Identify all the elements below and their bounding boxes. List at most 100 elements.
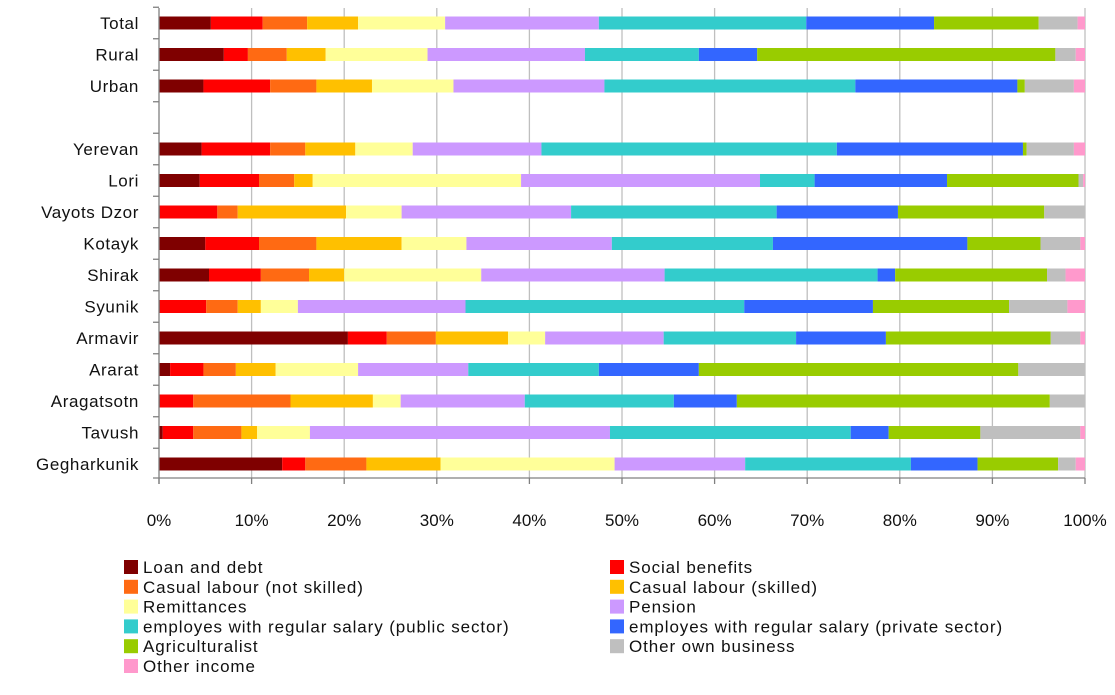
bar-segment: [744, 300, 873, 313]
bar-segment: [1083, 174, 1085, 187]
x-tick-label: 90%: [975, 511, 1009, 530]
bar-segment: [481, 268, 665, 282]
legend-swatch: [124, 619, 138, 634]
bar-segment: [290, 394, 373, 408]
bar-segment: [401, 237, 467, 250]
bar-segment: [1018, 363, 1085, 376]
bar-segment: [162, 426, 194, 439]
bar-segment: [159, 205, 218, 219]
bar-segment: [159, 457, 283, 471]
bar-segment: [836, 142, 1023, 156]
bar-segment: [237, 205, 347, 219]
bar-segment: [910, 457, 978, 471]
bar-segment: [1080, 237, 1085, 250]
bar-segment: [757, 48, 1056, 61]
legend-swatch: [610, 560, 624, 574]
bar-segment: [235, 363, 276, 376]
bar-segment: [193, 426, 242, 439]
x-tick-label: 100%: [1063, 511, 1106, 530]
bar-segment: [316, 237, 402, 250]
bar-segment: [159, 142, 202, 156]
legend-swatch: [610, 639, 624, 654]
bar-segment: [611, 237, 773, 250]
bar-segment: [286, 48, 326, 61]
x-tick-label: 80%: [883, 511, 917, 530]
bar-segment: [980, 426, 1081, 439]
category-labels: Total Rural Urban Yerevan Lori Vayots Dzor Kot…: [36, 14, 139, 474]
bar-segment: [1038, 16, 1078, 30]
bar-segment: [1073, 79, 1085, 93]
x-tick-label: 50%: [605, 511, 639, 530]
bar-segment: [203, 363, 236, 376]
bar-segment: [193, 394, 291, 408]
bar-segment: [541, 142, 837, 156]
bar-segment: [1077, 16, 1085, 30]
bar-segment: [664, 268, 878, 282]
bar-segment: [1075, 48, 1085, 61]
bar-segment: [325, 48, 428, 61]
bar-segment: [347, 331, 387, 345]
bar-segment: [316, 79, 372, 93]
x-tick-label: 10%: [235, 511, 269, 530]
bar-segment: [1040, 237, 1081, 250]
bar-segment: [346, 205, 402, 219]
bar-segment: [270, 79, 317, 93]
legend-swatch: [124, 599, 138, 614]
category-label: Lori: [108, 172, 139, 191]
bar-segment: [934, 16, 1039, 30]
legend-swatch: [610, 619, 624, 634]
bar-segment: [206, 300, 238, 313]
bar-segment: [401, 205, 572, 219]
bar-segment: [209, 268, 261, 282]
category-label: Armavir: [76, 329, 139, 348]
bar-segment: [806, 16, 935, 30]
bar-segment: [759, 174, 815, 187]
legend-label: Remittances: [143, 598, 247, 617]
bar-segment: [1058, 457, 1076, 471]
bar-segment: [305, 142, 356, 156]
bar-segment: [275, 363, 359, 376]
bar-segment: [159, 426, 163, 439]
bar-segment: [1050, 331, 1081, 345]
bar-segment: [1073, 142, 1085, 156]
bar-segment: [223, 48, 248, 61]
legend-label: Loan and debt: [143, 558, 263, 577]
bars: [159, 16, 1085, 471]
legend-label: Pension: [629, 598, 697, 617]
legend-label: Other income: [143, 657, 256, 676]
bar-segment: [344, 268, 482, 282]
bar-segment: [159, 363, 171, 376]
category-label: Gegharkunik: [36, 455, 139, 474]
bar-segment: [159, 300, 207, 313]
bar-segment: [885, 331, 1051, 345]
bar-segment: [259, 174, 295, 187]
bar-segment: [1075, 457, 1085, 471]
bar-segment: [260, 268, 310, 282]
bar-segment: [508, 331, 546, 345]
bar-segment: [257, 426, 310, 439]
legend-swatch: [610, 579, 624, 594]
bar-segment: [259, 237, 317, 250]
bar-segment: [947, 174, 1079, 187]
category-label: Vayots Dzor: [41, 203, 139, 222]
bar-segment: [1078, 174, 1084, 187]
legend-swatch: [124, 639, 138, 654]
bar-segment: [170, 363, 204, 376]
bar-segment: [1080, 331, 1085, 345]
bar-segment: [427, 48, 585, 61]
legend-swatch: [610, 599, 624, 614]
bar-segment: [358, 363, 469, 376]
bar-segment: [309, 268, 345, 282]
bar-segment: [159, 48, 224, 61]
x-tick-label: 20%: [327, 511, 361, 530]
bar-segment: [776, 205, 898, 219]
category-label: Syunik: [84, 298, 139, 317]
bar-segment: [1024, 79, 1074, 93]
bar-segment: [159, 331, 348, 345]
bar-segment: [294, 174, 313, 187]
bar-segment: [237, 300, 261, 313]
bar-segment: [270, 142, 306, 156]
bar-segment: [571, 205, 777, 219]
legend-label: Social benefits: [629, 558, 753, 577]
bar-segment: [355, 142, 413, 156]
